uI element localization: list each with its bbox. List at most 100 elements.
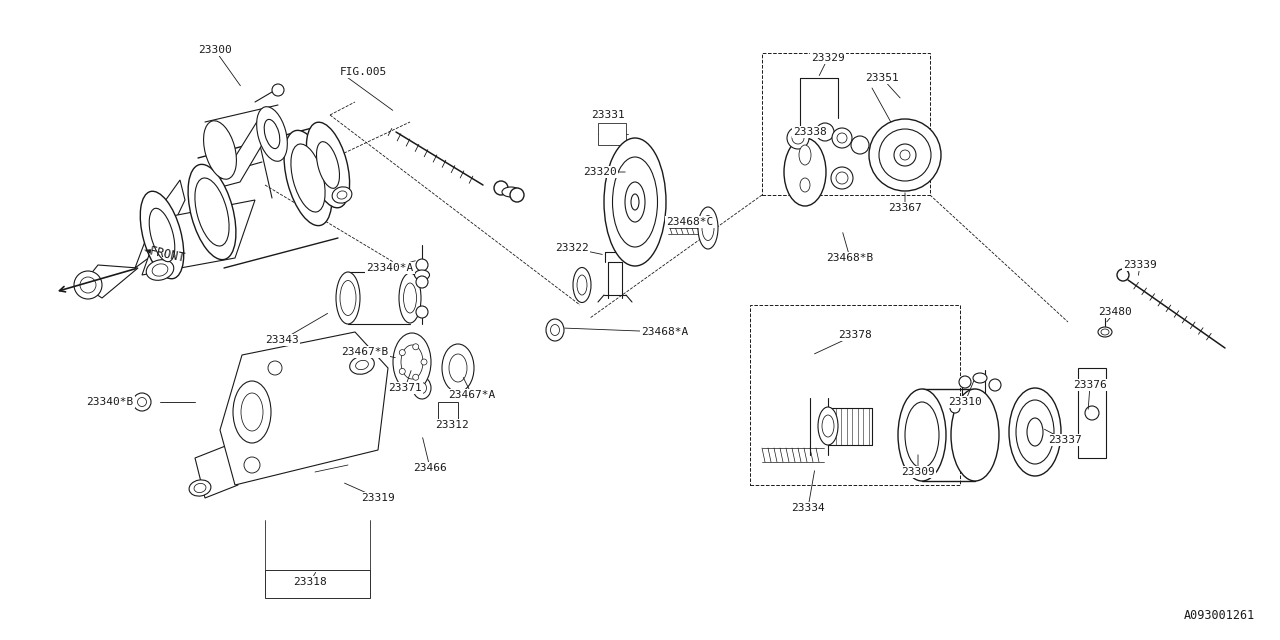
Ellipse shape [416,306,428,318]
Ellipse shape [787,127,809,149]
Text: FIG.005: FIG.005 [340,67,388,77]
Ellipse shape [195,178,229,246]
Ellipse shape [879,129,931,181]
Text: 23331: 23331 [591,110,625,120]
Text: ◄FRONT: ◄FRONT [142,243,187,265]
Ellipse shape [792,132,804,144]
Ellipse shape [973,373,987,383]
Ellipse shape [502,187,520,197]
Polygon shape [195,445,238,498]
Polygon shape [134,180,186,268]
Ellipse shape [401,345,422,379]
Text: 23319: 23319 [361,493,394,503]
Ellipse shape [415,270,430,280]
Text: 23480: 23480 [1098,307,1132,317]
Text: 23320: 23320 [584,167,617,177]
Text: 23337: 23337 [1048,435,1082,445]
Ellipse shape [837,133,847,143]
Bar [265,570,370,598]
Ellipse shape [869,119,941,191]
Text: A093001261: A093001261 [1184,609,1254,622]
Text: 23378: 23378 [838,330,872,340]
Text: 23334: 23334 [791,503,824,513]
Ellipse shape [836,172,849,184]
Circle shape [273,84,284,96]
Ellipse shape [146,260,174,280]
Ellipse shape [900,150,910,160]
Ellipse shape [494,181,508,195]
Ellipse shape [393,333,431,391]
Ellipse shape [1101,329,1108,335]
Bar [762,53,931,195]
Text: 23468*A: 23468*A [641,327,689,337]
Ellipse shape [950,403,960,413]
Ellipse shape [1016,400,1053,464]
Ellipse shape [316,141,339,188]
Text: 23466: 23466 [413,463,447,473]
Ellipse shape [1085,406,1100,420]
Ellipse shape [264,120,280,148]
Ellipse shape [547,319,564,341]
Ellipse shape [337,272,360,324]
Ellipse shape [577,275,588,295]
Ellipse shape [799,145,812,165]
Bar [598,123,626,145]
Ellipse shape [137,397,146,406]
Ellipse shape [356,360,369,370]
Text: 23329: 23329 [812,53,845,63]
Ellipse shape [851,136,869,154]
Text: 23343: 23343 [265,335,298,345]
Text: 23367: 23367 [888,203,922,213]
Text: 23310: 23310 [948,397,982,407]
Ellipse shape [818,407,838,445]
Ellipse shape [701,216,714,241]
Text: 23340*A: 23340*A [366,263,413,273]
Ellipse shape [442,344,474,392]
Ellipse shape [989,379,1001,391]
Circle shape [244,457,260,473]
Text: 23467*A: 23467*A [448,390,495,400]
Ellipse shape [413,377,431,399]
Polygon shape [220,332,388,485]
Ellipse shape [291,144,325,212]
Circle shape [412,344,419,350]
Ellipse shape [141,191,184,279]
Ellipse shape [550,324,559,335]
Ellipse shape [399,273,421,323]
Ellipse shape [416,276,428,288]
Bar [438,402,458,420]
Ellipse shape [831,167,852,189]
Ellipse shape [785,138,826,206]
Bar [750,305,960,485]
Ellipse shape [509,188,524,202]
Ellipse shape [241,393,262,431]
Circle shape [412,374,419,380]
Ellipse shape [959,376,972,388]
Circle shape [81,277,96,293]
Ellipse shape [204,121,237,179]
Ellipse shape [951,389,998,481]
Ellipse shape [416,259,428,271]
Ellipse shape [188,164,236,260]
Ellipse shape [189,480,211,496]
Ellipse shape [905,402,940,468]
Circle shape [399,349,406,356]
Ellipse shape [800,178,810,192]
Ellipse shape [306,122,349,208]
Text: 23468*B: 23468*B [827,253,874,263]
Text: 23339: 23339 [1123,260,1157,270]
Text: 23351: 23351 [865,73,899,83]
Ellipse shape [822,415,835,437]
Polygon shape [82,265,138,298]
Ellipse shape [340,280,356,316]
Text: 23309: 23309 [901,467,934,477]
Text: 23468*C: 23468*C [667,217,714,227]
Ellipse shape [631,194,639,210]
Ellipse shape [625,182,645,222]
Bar [1078,368,1106,458]
Text: 23376: 23376 [1073,380,1107,390]
Ellipse shape [349,356,374,374]
Ellipse shape [417,383,426,394]
Ellipse shape [133,393,151,411]
Ellipse shape [1117,269,1129,281]
